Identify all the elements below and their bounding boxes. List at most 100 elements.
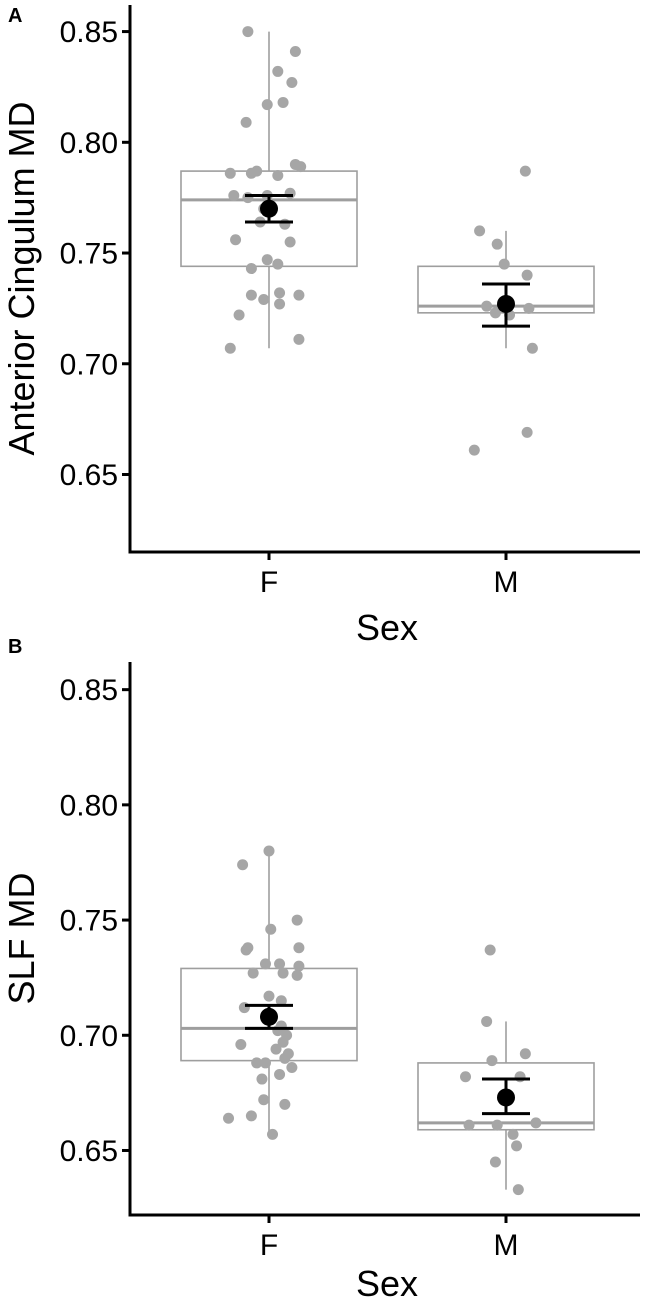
panel-b-group-m-data-point — [511, 1140, 523, 1152]
panel-a-group-f-data-point — [295, 161, 307, 173]
panel-a-group-m — [417, 165, 595, 456]
panel-a-group-f-data-point — [293, 333, 305, 345]
panel-a-group-m-data-point — [491, 238, 503, 250]
panel-b-group-f-data-point — [245, 1110, 257, 1122]
panel-b-group-m-data-point — [519, 1048, 531, 1060]
panel-b-group-f-data-point — [275, 995, 287, 1007]
panel-a-group-m-data-point — [498, 258, 510, 270]
panel-b-group-f-data-point — [274, 958, 286, 970]
panel-a-group-f-data-point — [293, 289, 305, 301]
panel-a-group-f-mean-point — [260, 199, 278, 218]
panel-a-y-tick-label: 0.65 — [60, 459, 118, 492]
panel-a-group-f-data-point — [272, 170, 284, 182]
panel-b-x-axis-title: Sex — [356, 1263, 418, 1300]
panel-b-group-f-data-point — [293, 960, 305, 972]
panel-a-group-m-data-point — [519, 165, 531, 177]
panel-a-group-m-data-point — [468, 444, 480, 456]
panel-a-group-f-data-point — [277, 96, 289, 108]
panel-b-group-m-box — [417, 1062, 595, 1131]
panel-b-group-f-data-point — [259, 958, 271, 970]
panel-b-y-tick-label: 0.80 — [60, 789, 118, 822]
panel-b-group-f-data-point — [274, 1068, 286, 1080]
panel-a-group-f-data-point — [261, 99, 273, 111]
panel-a-group-f-data-point — [242, 26, 254, 38]
panel-b-group-f-data-point — [238, 1002, 250, 1014]
panel-b-group-m-data-point — [512, 1184, 524, 1196]
panel-a-group-m-data-point — [474, 225, 486, 237]
panel-a-group-f-data-point — [274, 298, 286, 310]
panel-a-group-f-data-point — [272, 258, 284, 270]
panel-b-label: B — [8, 636, 22, 658]
panel-a-group-f-data-point — [245, 263, 257, 275]
panel-b-group-f-data-point — [291, 969, 303, 981]
panel-b-y-tick-label: 0.65 — [60, 1135, 118, 1168]
panel-a-group-f-data-point — [228, 189, 240, 201]
panel-b-group-m-data-point — [530, 1117, 542, 1129]
panel-b-group-m-data-point — [486, 1055, 498, 1067]
panel-a-y-axis-title: Anterior Cingulum MD — [1, 101, 42, 455]
panel-b-group-m-data-point — [484, 944, 496, 956]
panel-b-group-m-data-point — [460, 1071, 472, 1083]
panel-a-y-tick-label: 0.70 — [60, 348, 118, 381]
panel-a-x-axis-title: Sex — [356, 607, 418, 648]
panel-b-x-tick-label-f: F — [260, 1229, 278, 1262]
panel-b-group-f-data-point — [247, 967, 259, 979]
panel-b-group-f-data-point — [251, 1057, 263, 1069]
panel-a-anterior-cingulum: A 0.65 0.70 0.75 0.80 0.85 F M Sex Anterior Cingu… — [1, 5, 640, 648]
panel-a-group-f-box — [180, 170, 358, 268]
panel-a-label: A — [8, 5, 22, 27]
panel-b-group-f-data-point — [256, 1073, 268, 1085]
panel-b-group-f-data-point — [277, 967, 289, 979]
panel-b-group-f-data-point — [277, 1036, 289, 1048]
panel-a-y-tick-label: 0.80 — [60, 127, 118, 160]
panel-b-group-f-data-point — [235, 1038, 247, 1050]
panel-b-x-tick-label-m: M — [494, 1229, 519, 1262]
panel-a-group-f-data-point — [230, 234, 242, 246]
panel-a-group-m-data-point — [526, 342, 538, 354]
panel-a-y-tick-label: 0.85 — [60, 16, 118, 49]
panel-b-y-tick-label: 0.85 — [60, 674, 118, 707]
panel-a-group-f-data-point — [272, 65, 284, 77]
panel-a-group-f-data-point — [245, 289, 257, 301]
panel-b-group-f-data-point — [267, 1128, 279, 1140]
panel-a-group-f-data-point — [233, 309, 245, 321]
panel-b-group-f-data-point — [240, 944, 252, 956]
panel-a-group-f-data-point — [284, 236, 296, 248]
panel-b-group-m-data-point — [463, 1119, 475, 1131]
panel-b-group-f-data-point — [293, 942, 305, 954]
panel-b-group-m-mean-point — [497, 1088, 515, 1107]
panel-b-group-m-data-point — [489, 1156, 501, 1168]
panel-a-group-m-data-point — [521, 269, 533, 281]
panel-a-group-f — [180, 26, 358, 354]
panel-b-y-tick-label: 0.70 — [60, 1020, 118, 1053]
panel-b-group-m-data-point — [514, 1071, 526, 1083]
panel-a-x-tick-label-f: F — [260, 566, 278, 599]
panel-a-x-tick-label-m: M — [494, 566, 519, 599]
panel-b-group-f-data-point — [282, 1048, 294, 1060]
panel-a-group-f-data-point — [286, 77, 298, 89]
panel-a-group-m-data-point — [523, 302, 535, 314]
panel-b-group-f-data-point — [259, 1057, 271, 1069]
panel-b-group-f-data-point — [258, 1094, 270, 1106]
panel-a-group-f-data-point — [245, 167, 257, 179]
panel-b-group-f-data-point — [291, 914, 303, 926]
panel-b-slf: B 0.65 0.70 0.75 0.80 0.85 F M Sex SLF MD — [1, 636, 640, 1300]
panel-b-group-f-data-point — [237, 859, 249, 871]
panel-b-group-f-data-point — [223, 1112, 235, 1124]
panel-b-group-m-data-point — [481, 1015, 493, 1027]
panel-a-group-f-data-point — [261, 254, 273, 266]
panel-a-group-m-data-point — [489, 307, 501, 319]
panel-a-group-f-data-point — [240, 116, 252, 128]
panel-b-group-f-data-point — [279, 1098, 291, 1110]
panel-a-group-m-data-point — [521, 426, 533, 438]
panel-a-group-f-data-point — [274, 287, 286, 299]
panel-b-group-m-data-point — [491, 1119, 503, 1131]
panel-a-group-m-data-point — [481, 300, 493, 312]
panel-b-group-f-data-point — [272, 1025, 284, 1037]
panel-a-y-tick-label: 0.75 — [60, 238, 118, 271]
panel-b-y-tick-label: 0.75 — [60, 905, 118, 938]
panel-b-group-m — [417, 944, 595, 1196]
panel-b-group-f-data-point — [286, 1062, 298, 1074]
